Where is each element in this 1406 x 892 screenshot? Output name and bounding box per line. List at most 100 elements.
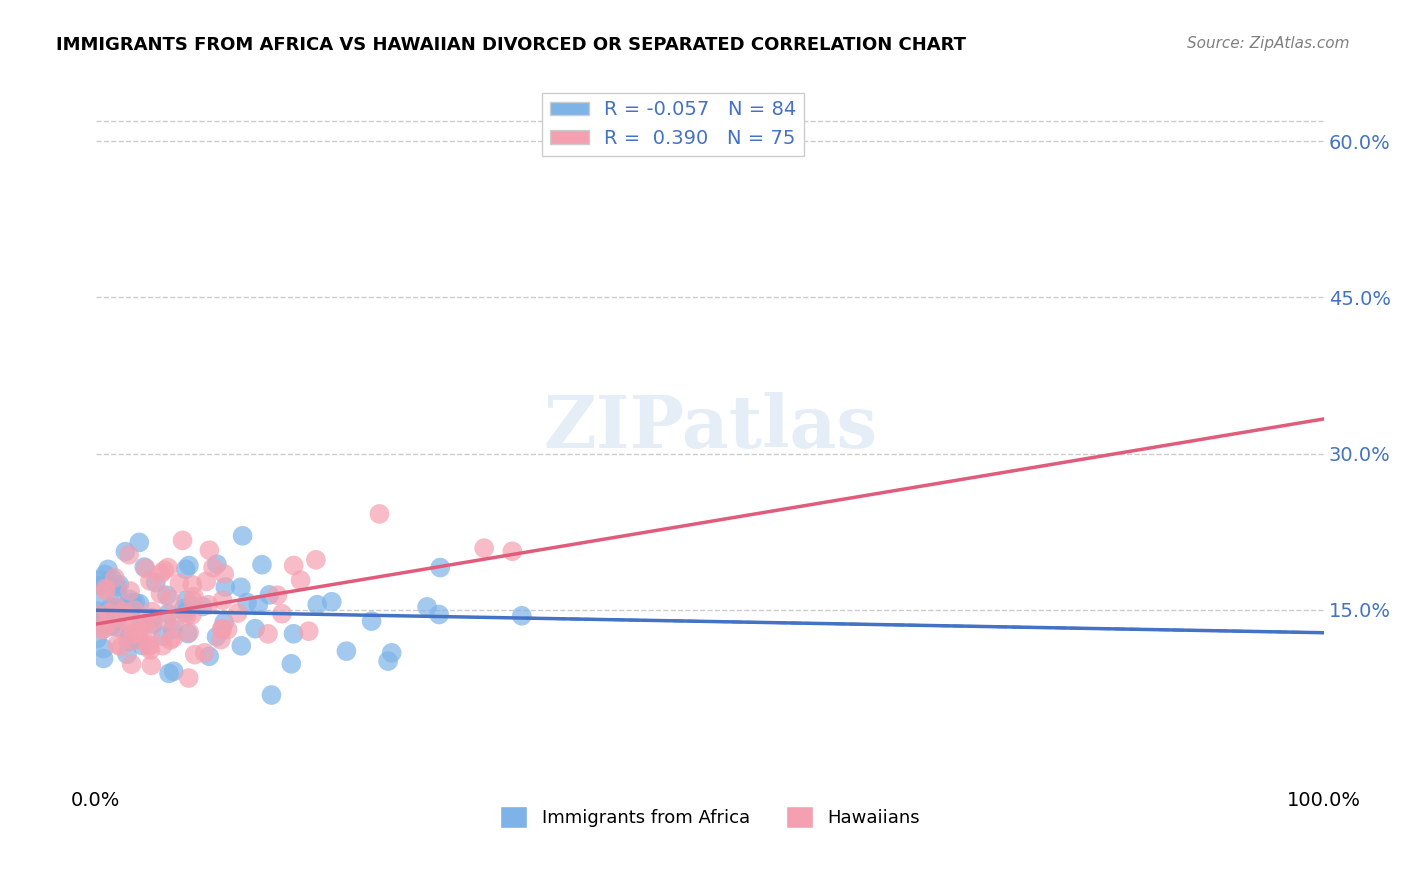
Hawaiians bbox=[257, 627, 280, 641]
Immigrants from Africa bbox=[121, 600, 143, 615]
Hawaiians bbox=[194, 646, 217, 660]
Immigrants from Africa bbox=[205, 558, 228, 572]
Immigrants from Africa bbox=[131, 638, 153, 652]
Immigrants from Africa bbox=[124, 596, 146, 610]
Hawaiians bbox=[181, 578, 204, 592]
Immigrants from Africa bbox=[105, 604, 128, 618]
Immigrants from Africa bbox=[283, 627, 305, 641]
Immigrants from Africa bbox=[100, 619, 122, 633]
Hawaiians bbox=[179, 625, 201, 640]
Hawaiians bbox=[197, 598, 219, 612]
Immigrants from Africa bbox=[124, 632, 146, 646]
Hawaiians bbox=[183, 590, 205, 604]
Immigrants from Africa bbox=[157, 607, 180, 621]
Immigrants from Africa bbox=[89, 608, 111, 623]
Immigrants from Africa bbox=[321, 595, 343, 609]
Hawaiians bbox=[472, 541, 495, 556]
Immigrants from Africa bbox=[97, 614, 120, 628]
Hawaiians bbox=[110, 622, 132, 636]
Hawaiians bbox=[211, 623, 233, 637]
Hawaiians bbox=[212, 566, 235, 581]
Hawaiians bbox=[162, 631, 184, 645]
Hawaiians bbox=[149, 566, 172, 581]
Hawaiians bbox=[93, 622, 115, 636]
Immigrants from Africa bbox=[381, 646, 404, 660]
Immigrants from Africa bbox=[152, 629, 174, 643]
Hawaiians bbox=[135, 561, 157, 575]
Immigrants from Africa bbox=[162, 622, 184, 636]
Immigrants from Africa bbox=[191, 599, 214, 614]
Hawaiians bbox=[122, 603, 145, 617]
Immigrants from Africa bbox=[142, 617, 165, 632]
Immigrants from Africa bbox=[198, 649, 221, 664]
Hawaiians bbox=[226, 606, 249, 620]
Hawaiians bbox=[94, 582, 117, 596]
Immigrants from Africa bbox=[104, 600, 127, 615]
Hawaiians bbox=[177, 671, 200, 685]
Immigrants from Africa bbox=[86, 632, 108, 646]
Text: IMMIGRANTS FROM AFRICA VS HAWAIIAN DIVORCED OR SEPARATED CORRELATION CHART: IMMIGRANTS FROM AFRICA VS HAWAIIAN DIVOR… bbox=[56, 36, 966, 54]
Immigrants from Africa bbox=[104, 613, 127, 627]
Hawaiians bbox=[142, 612, 165, 626]
Hawaiians bbox=[184, 648, 207, 662]
Immigrants from Africa bbox=[174, 593, 197, 607]
Hawaiians bbox=[159, 592, 181, 607]
Immigrants from Africa bbox=[114, 544, 136, 558]
Text: Source: ZipAtlas.com: Source: ZipAtlas.com bbox=[1187, 36, 1350, 51]
Immigrants from Africa bbox=[163, 665, 186, 679]
Immigrants from Africa bbox=[129, 619, 152, 633]
Hawaiians bbox=[97, 616, 120, 631]
Immigrants from Africa bbox=[128, 535, 150, 549]
Immigrants from Africa bbox=[377, 654, 399, 668]
Hawaiians bbox=[152, 639, 174, 653]
Hawaiians bbox=[104, 571, 127, 585]
Immigrants from Africa bbox=[173, 601, 195, 615]
Hawaiians bbox=[217, 623, 239, 637]
Immigrants from Africa bbox=[259, 588, 281, 602]
Immigrants from Africa bbox=[118, 592, 141, 607]
Hawaiians bbox=[118, 548, 141, 562]
Hawaiians bbox=[298, 624, 321, 639]
Immigrants from Africa bbox=[250, 558, 273, 572]
Immigrants from Africa bbox=[212, 615, 235, 630]
Immigrants from Africa bbox=[231, 639, 253, 653]
Immigrants from Africa bbox=[156, 588, 179, 602]
Hawaiians bbox=[127, 625, 149, 640]
Immigrants from Africa bbox=[236, 595, 259, 609]
Immigrants from Africa bbox=[94, 567, 117, 582]
Hawaiians bbox=[139, 643, 162, 657]
Hawaiians bbox=[121, 657, 143, 672]
Immigrants from Africa bbox=[118, 629, 141, 643]
Immigrants from Africa bbox=[335, 644, 357, 658]
Hawaiians bbox=[110, 640, 132, 654]
Hawaiians bbox=[181, 607, 204, 622]
Immigrants from Africa bbox=[121, 603, 143, 617]
Hawaiians bbox=[120, 584, 142, 599]
Hawaiians bbox=[141, 605, 163, 619]
Immigrants from Africa bbox=[174, 606, 197, 620]
Hawaiians bbox=[198, 543, 221, 558]
Hawaiians bbox=[94, 583, 117, 598]
Immigrants from Africa bbox=[89, 578, 111, 592]
Hawaiians bbox=[156, 560, 179, 574]
Immigrants from Africa bbox=[94, 610, 117, 624]
Hawaiians bbox=[86, 607, 108, 622]
Hawaiians bbox=[290, 573, 312, 587]
Immigrants from Africa bbox=[97, 562, 120, 576]
Hawaiians bbox=[121, 627, 143, 641]
Hawaiians bbox=[271, 607, 294, 621]
Hawaiians bbox=[153, 563, 176, 577]
Hawaiians bbox=[305, 553, 328, 567]
Immigrants from Africa bbox=[510, 608, 533, 623]
Immigrants from Africa bbox=[134, 560, 156, 574]
Immigrants from Africa bbox=[141, 611, 163, 625]
Hawaiians bbox=[138, 640, 160, 654]
Hawaiians bbox=[209, 632, 232, 647]
Immigrants from Africa bbox=[427, 607, 450, 622]
Immigrants from Africa bbox=[90, 591, 112, 606]
Immigrants from Africa bbox=[101, 606, 124, 620]
Immigrants from Africa bbox=[214, 580, 236, 594]
Text: ZIPatlas: ZIPatlas bbox=[543, 392, 877, 463]
Immigrants from Africa bbox=[174, 562, 197, 576]
Immigrants from Africa bbox=[107, 589, 129, 603]
